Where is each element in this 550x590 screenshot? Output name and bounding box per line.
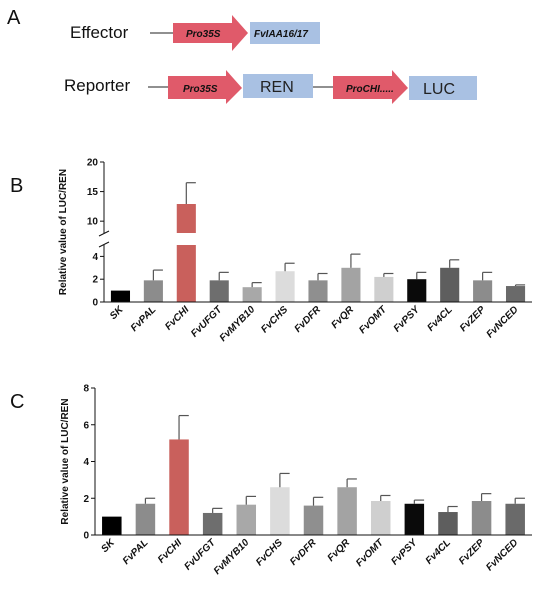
reporter-promoter1-label: Pro35S bbox=[183, 84, 218, 95]
category-label: FvPSY bbox=[392, 303, 423, 334]
reporter-gene2-box bbox=[409, 76, 477, 100]
category-label: FvCHS bbox=[254, 537, 285, 568]
y-tick-label: 4 bbox=[92, 252, 98, 263]
effector-label: Effector bbox=[70, 23, 129, 42]
category-label: FvQR bbox=[329, 304, 356, 331]
reporter-construct: Reporter Pro35S REN ProCHI..... LUC bbox=[64, 70, 477, 104]
reporter-promoter2-arrow bbox=[333, 70, 408, 104]
bar bbox=[209, 280, 229, 302]
bar bbox=[275, 271, 295, 302]
y-tick-label: 6 bbox=[83, 420, 89, 431]
bar bbox=[169, 439, 189, 535]
category-label: FvPSY bbox=[389, 536, 420, 567]
category-label: FvOMT bbox=[354, 537, 386, 569]
y-tick-label: 0 bbox=[92, 298, 98, 309]
category-label: FvCHI bbox=[163, 304, 191, 332]
y-tick-label: 15 bbox=[87, 187, 99, 198]
bar bbox=[202, 512, 223, 535]
effector-gene-box bbox=[250, 22, 320, 44]
reporter-promoter1-arrow bbox=[168, 70, 242, 104]
bar bbox=[270, 487, 290, 535]
category-label: FvDFR bbox=[288, 537, 319, 568]
chart-b: Relative value of LUC/REN 0 2 4 10 15 20 SK FvPA… bbox=[58, 158, 532, 344]
bar bbox=[337, 487, 357, 535]
category-label: FvDFR bbox=[293, 304, 324, 335]
bar bbox=[341, 267, 361, 302]
category-label: SK bbox=[108, 304, 126, 322]
bar bbox=[505, 286, 526, 302]
bar bbox=[473, 280, 493, 302]
bar bbox=[404, 503, 425, 535]
reporter-gene1-box bbox=[243, 74, 313, 98]
axis-break-mark bbox=[98, 241, 110, 248]
reporter-promoter2-label: ProCHI..... bbox=[346, 84, 394, 95]
bar bbox=[236, 504, 257, 535]
effector-promoter-label: Pro35S bbox=[186, 29, 221, 40]
bar bbox=[176, 204, 196, 233]
bar bbox=[374, 276, 394, 302]
bar bbox=[438, 512, 458, 535]
category-label: FvQR bbox=[326, 537, 353, 564]
bar bbox=[110, 290, 131, 302]
category-label: FvMYB10 bbox=[218, 304, 258, 344]
bar bbox=[135, 503, 156, 535]
panel-letter-b: B bbox=[10, 175, 23, 197]
category-label: FvCHI bbox=[156, 537, 184, 565]
category-label: FvNCED bbox=[485, 304, 521, 340]
bar bbox=[102, 516, 122, 535]
reporter-gene2-label: LUC bbox=[423, 81, 455, 98]
category-label: FvPAL bbox=[121, 537, 151, 567]
category-label: Fv4CL bbox=[425, 304, 454, 333]
category-label: FvZEP bbox=[457, 537, 487, 567]
reporter-gene1-label: REN bbox=[260, 79, 294, 96]
category-label: FvCHS bbox=[259, 304, 290, 335]
bar bbox=[242, 287, 262, 302]
bar bbox=[471, 501, 492, 535]
bar bbox=[407, 279, 427, 302]
category-label: FvPAL bbox=[129, 304, 159, 334]
category-label: SK bbox=[99, 537, 117, 555]
y-tick-label: 10 bbox=[87, 217, 99, 228]
category-label: FvZEP bbox=[458, 304, 488, 334]
panel-letter-c: C bbox=[10, 391, 24, 413]
y-axis-label: Relative value of LUC/REN bbox=[60, 398, 71, 524]
effector-gene-label: FvIAA16/17 bbox=[254, 29, 308, 40]
bar bbox=[308, 280, 328, 302]
panel-letter-a: A bbox=[7, 7, 21, 29]
y-tick-label: 8 bbox=[83, 384, 89, 395]
y-tick-label: 4 bbox=[83, 457, 89, 468]
y-tick-label: 0 bbox=[83, 531, 89, 542]
category-label: Fv4CL bbox=[424, 537, 453, 566]
bar bbox=[303, 505, 324, 535]
bar bbox=[440, 267, 460, 302]
category-label: FvMYB10 bbox=[212, 537, 252, 577]
category-label: FvNCED bbox=[484, 537, 520, 573]
reporter-label: Reporter bbox=[64, 76, 130, 95]
y-axis-label: Relative value of LUC/REN bbox=[58, 169, 69, 295]
bar bbox=[143, 280, 163, 302]
bar bbox=[370, 501, 391, 535]
axis-break-mark bbox=[98, 230, 110, 237]
effector-construct: Effector Pro35S FvIAA16/17 bbox=[70, 15, 320, 51]
y-tick-label: 2 bbox=[92, 275, 98, 286]
effector-promoter-arrow bbox=[173, 15, 248, 51]
bar bbox=[176, 245, 196, 302]
category-label: FvOMT bbox=[357, 304, 389, 336]
y-tick-label: 2 bbox=[83, 494, 89, 505]
bar bbox=[505, 503, 525, 535]
y-tick-label: 20 bbox=[87, 158, 99, 169]
